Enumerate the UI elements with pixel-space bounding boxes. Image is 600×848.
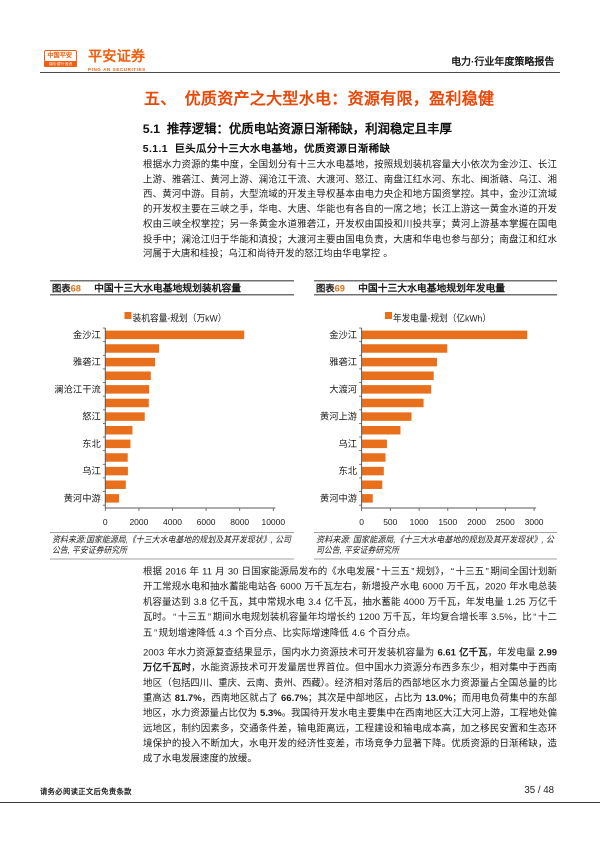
svg-text:怒江: 怒江 bbox=[82, 411, 101, 422]
svg-text:0: 0 bbox=[103, 517, 108, 527]
svg-text:500: 500 bbox=[383, 517, 397, 527]
svg-text:东北: 东北 bbox=[82, 438, 101, 449]
svg-text:6000: 6000 bbox=[197, 517, 216, 527]
svg-text:黄河中游: 黄河中游 bbox=[64, 492, 101, 503]
svg-text:8000: 8000 bbox=[230, 517, 249, 527]
svg-text:黄河中游: 黄河中游 bbox=[320, 492, 357, 503]
svg-text:金沙江: 金沙江 bbox=[73, 329, 101, 340]
svg-text:中国十三大水电基地规划装机容量: 中国十三大水电基地规划装机容量 bbox=[94, 282, 241, 295]
svg-text:雅砻江: 雅砻江 bbox=[73, 356, 101, 367]
svg-text:图表68: 图表68 bbox=[52, 283, 81, 294]
svg-text:资料来源:国家能源局,《十三大水电基地的规划及其开发现状》,: 资料来源:国家能源局,《十三大水电基地的规划及其开发现状》, 公司 bbox=[52, 535, 292, 545]
svg-text:乌江: 乌江 bbox=[82, 465, 101, 476]
svg-text:1500: 1500 bbox=[438, 517, 457, 527]
svg-text:中国十三大水电基地规划年发电量: 中国十三大水电基地规划年发电量 bbox=[358, 282, 505, 295]
svg-text:3000: 3000 bbox=[525, 517, 544, 527]
svg-text:大渡河: 大渡河 bbox=[329, 383, 357, 394]
svg-text:东北: 东北 bbox=[338, 465, 357, 476]
svg-text:1000: 1000 bbox=[410, 517, 429, 527]
svg-text:雅砻江: 雅砻江 bbox=[329, 356, 357, 367]
svg-text:0: 0 bbox=[359, 517, 364, 527]
svg-text:4000: 4000 bbox=[163, 517, 182, 527]
svg-text:年发电量-规划（亿kWh）: 年发电量-规划（亿kWh） bbox=[393, 312, 491, 324]
svg-text:乌江: 乌江 bbox=[338, 438, 357, 449]
svg-text:司公告, 平安证券研究所: 司公告, 平安证券研究所 bbox=[316, 545, 400, 555]
svg-text:2000: 2000 bbox=[129, 517, 148, 527]
svg-text:2500: 2500 bbox=[496, 517, 515, 527]
svg-text:2000: 2000 bbox=[467, 517, 486, 527]
svg-text:黄河上游: 黄河上游 bbox=[320, 411, 357, 422]
svg-text:公告, 平安证券研究所: 公告, 平安证券研究所 bbox=[52, 545, 128, 555]
svg-text:金沙江: 金沙江 bbox=[329, 329, 357, 340]
svg-text:装机容量-规划（万kW）: 装机容量-规划（万kW） bbox=[133, 312, 227, 324]
svg-text:图表69: 图表69 bbox=[316, 283, 345, 294]
svg-text:资料来源: 国家能源局,《十三大水电基地的规划及其开发现状》: 资料来源: 国家能源局,《十三大水电基地的规划及其开发现状》, 公 bbox=[316, 535, 555, 545]
svg-text:10000: 10000 bbox=[261, 517, 285, 527]
svg-text:澜沧江干流: 澜沧江干流 bbox=[54, 383, 101, 394]
